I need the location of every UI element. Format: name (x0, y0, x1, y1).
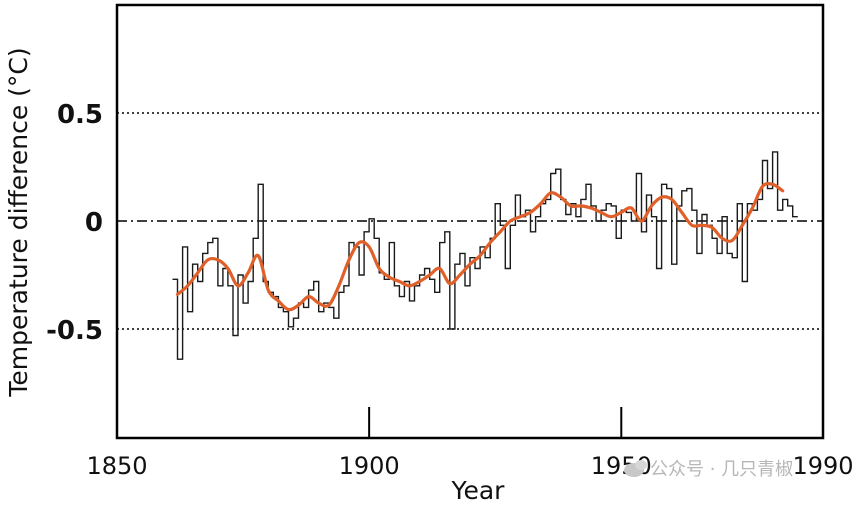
watermark: 公众号 · 几只青椒 (624, 455, 793, 481)
wechat-logo-icon (624, 460, 647, 477)
x-tick-label-1990: 1990 (792, 452, 853, 480)
x-tick-label-1850: 1850 (86, 452, 147, 480)
y-axis-label: Temperature difference (°C) (4, 47, 33, 397)
y-tick-label-0: 0.5 (57, 100, 103, 130)
y-tick-label-1: 0 (85, 208, 103, 238)
y-tick-label-2: -0.5 (46, 316, 103, 346)
annual-temperature-step-line (172, 151, 798, 360)
x-axis-ticks: 1850 1900 1950 1990 (86, 407, 854, 480)
x-tick-label-1900: 1900 (339, 452, 400, 480)
watermark-text: 公众号 · 几只青椒 (650, 459, 794, 480)
y-axis-ticks: 0.5 0 -0.5 (46, 100, 103, 346)
smoothed-temperature-line (175, 182, 785, 312)
x-axis-label: Year (451, 476, 506, 505)
